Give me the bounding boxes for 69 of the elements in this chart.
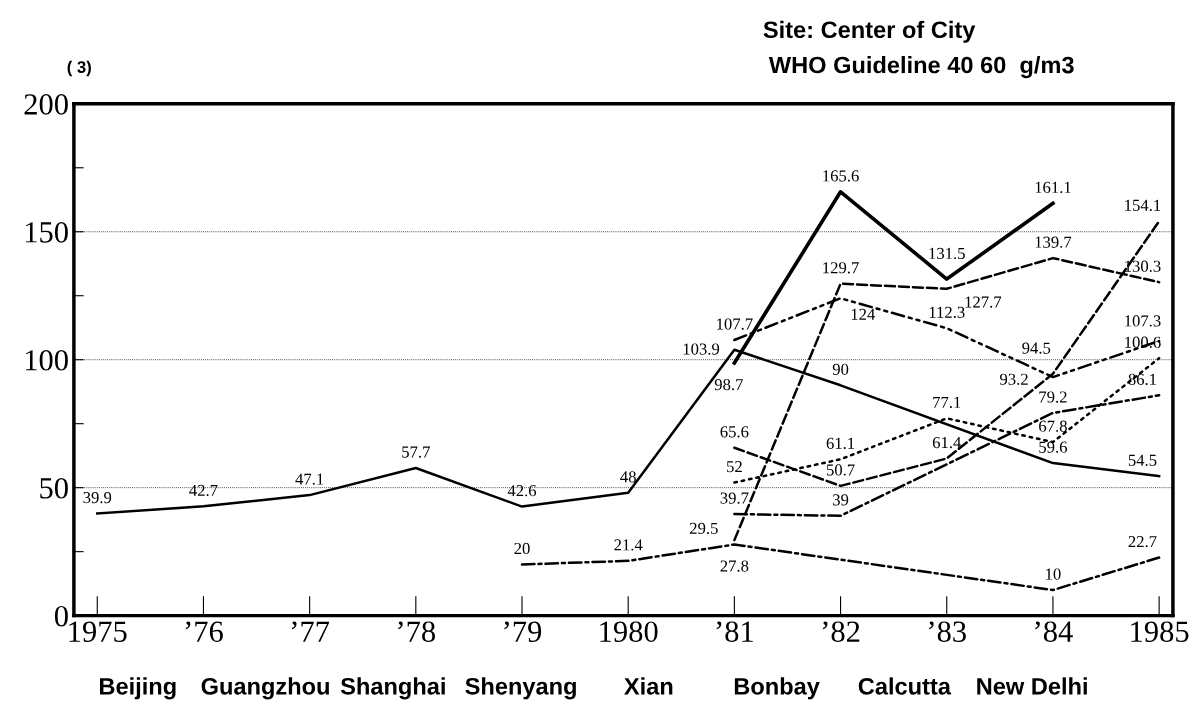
data-label: 42.7 [189,484,218,497]
y-tick-label: 200 [24,94,68,115]
x-tick-label: ’77 [291,621,330,642]
data-label: 77.1 [933,396,961,409]
x-tick-label: ’82 [822,621,860,642]
data-label: 20 [514,542,530,555]
data-label: 21.4 [614,539,643,551]
data-label: 130.3 [1125,260,1161,272]
data-label: 27.8 [720,560,749,572]
x-tick-label: 1975 [69,621,127,642]
data-label: 154.1 [1125,199,1161,211]
data-label: 127.7 [965,296,1002,308]
y-tick-label: 0 [54,605,68,627]
text: Shanghai [340,677,445,700]
text: Shenyang [465,677,576,700]
data-label: 124 [851,308,876,320]
data-label: 39 [833,494,849,506]
x-tick-label: 1985 [1131,621,1189,642]
data-label: 131.5 [929,247,965,260]
data-label: 139.7 [1035,236,1072,248]
x-tick-label: ’81 [716,621,753,642]
data-label: 61.1 [826,437,855,449]
text: Beijing [100,677,176,700]
data-label: 22.7 [1128,536,1157,548]
data-label: 39.9 [83,491,112,504]
text: Guangzhou [201,677,329,700]
data-label: 52 [727,461,742,473]
text: Xian [624,677,673,695]
data-label: 50.7 [826,464,855,476]
text: Bonbay [734,677,820,700]
data-label: 90 [832,363,849,375]
data-label: 94.5 [1022,342,1051,354]
data-label: 98.7 [714,378,743,391]
x-tick-label: 1980 [600,621,658,642]
data-label: 79.2 [1039,391,1067,403]
data-label: 107.7 [717,318,753,330]
data-label: 57.7 [402,446,430,458]
data-label: 42.6 [507,485,537,497]
data-label: 47.1 [295,473,324,485]
data-label: 165.6 [823,170,859,182]
x-tick-label: ’79 [504,621,542,642]
data-label: 65.6 [720,426,749,438]
chart-subtitle: WHO Guideline 40 60 g/m3 [768,56,1074,79]
data-label: 103.9 [683,343,720,355]
x-tick-label: ’83 [929,621,966,642]
text: New Delhi [977,677,1087,695]
y-axis-title: ( 3) [67,60,91,77]
y-tick-label: 100 [25,349,68,371]
data-label: 129.7 [823,262,859,274]
data-label: 29.5 [689,522,718,535]
data-label: 93.2 [1000,373,1028,385]
x-tick-label: ’76 [185,621,223,642]
data-label: 48 [620,471,636,483]
x-tick-label: ’84 [1035,621,1073,642]
chart-title: Site: Center of City [763,20,976,43]
data-label: 86.1 [1128,373,1157,386]
data-label: 67.8 [1039,420,1067,432]
y-tick-label: 150 [25,222,68,243]
data-label: 161.1 [1035,181,1071,194]
x-tick-label: ’78 [398,621,436,642]
text: Calcutta [858,677,952,695]
data-label: 59.6 [1039,441,1068,453]
data-label: 39.7 [720,492,749,504]
data-label: 54.5 [1128,454,1157,466]
data-label: 10 [1046,568,1061,580]
data-label: 107.3 [1125,315,1161,327]
data-label: 112.3 [929,306,965,318]
y-tick-label: 50 [40,477,68,499]
data-label: 61.4 [932,436,962,449]
